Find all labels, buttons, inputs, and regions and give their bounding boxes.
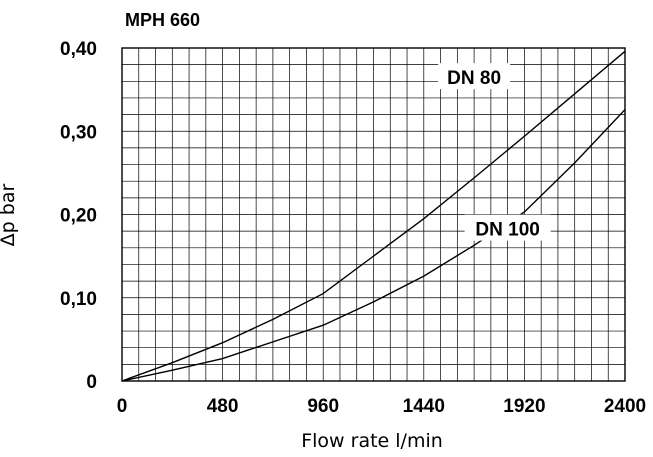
- series-lines: [121, 50, 626, 382]
- y-tick-labels: 0 0,10 0,20 0,30 0,40: [60, 39, 97, 393]
- y-tick-label: 0,20: [60, 206, 97, 227]
- x-tick-label: 2400: [604, 396, 646, 417]
- x-tick-label: 1920: [503, 396, 545, 417]
- series-label-dn80: DN 80: [447, 68, 501, 89]
- y-tick-label: 0,10: [60, 289, 97, 310]
- series-label-box: [464, 214, 551, 241]
- series-line-dn100: [121, 109, 626, 382]
- x-tick-label: 960: [307, 396, 339, 417]
- series-label-box: [438, 63, 511, 90]
- y-tick-label: 0: [86, 372, 97, 393]
- grid: [122, 48, 625, 381]
- x-tick-label: 0: [117, 396, 128, 417]
- y-tick-label: 0,30: [60, 122, 97, 143]
- y-axis-label: Δp bar: [0, 184, 19, 247]
- series-label-dn100: DN 100: [475, 220, 539, 241]
- plot-frame: [121, 47, 626, 382]
- y-tick-label: 0,40: [60, 39, 97, 60]
- x-tick-label: 480: [207, 396, 239, 417]
- x-tick-labels: 0 480 960 1440 1920 2400: [117, 396, 646, 417]
- chart-title: MPH 660: [125, 10, 200, 30]
- x-axis-label: Flow rate l/min: [301, 430, 443, 452]
- x-tick-label: 1440: [403, 396, 445, 417]
- series-line-dn80: [121, 50, 626, 382]
- series-labels: DN 80 DN 100: [438, 63, 551, 241]
